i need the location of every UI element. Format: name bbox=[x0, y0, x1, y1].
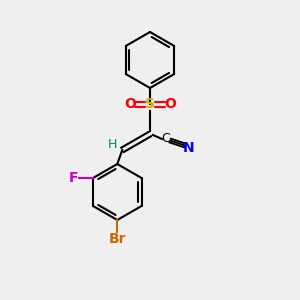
Text: F: F bbox=[68, 171, 78, 185]
Text: N: N bbox=[183, 141, 195, 155]
Text: H: H bbox=[108, 139, 117, 152]
Text: C: C bbox=[162, 133, 170, 146]
Text: O: O bbox=[124, 97, 136, 111]
Text: Br: Br bbox=[109, 232, 126, 246]
Text: S: S bbox=[145, 97, 155, 111]
Text: O: O bbox=[164, 97, 176, 111]
